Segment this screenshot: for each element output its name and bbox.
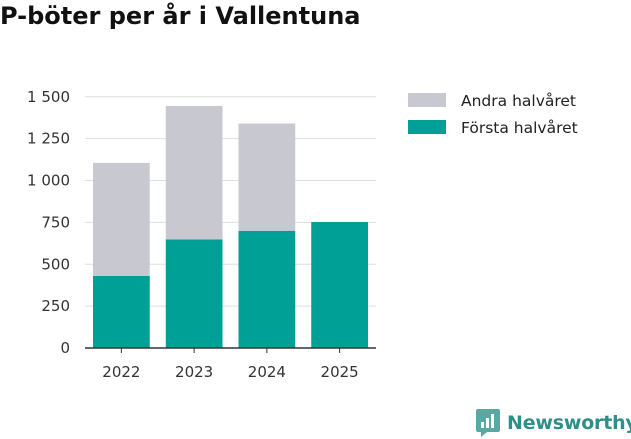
y-tick-label: 750	[41, 213, 70, 231]
x-tick-label: 2023	[175, 363, 213, 381]
bar-2023-series-0	[165, 239, 223, 348]
y-tick-label: 0	[60, 339, 70, 357]
bar-2025-series-0	[311, 222, 368, 348]
brand-name: Newsworthy	[507, 412, 631, 434]
y-axis-ticks: 0 250 500 750 1 000 1 250 1 500	[27, 88, 70, 357]
legend-swatch-0	[408, 120, 446, 134]
y-tick-label: 500	[41, 255, 70, 273]
newsworthy-logo-icon	[476, 409, 500, 437]
legend-label-1: Andra halvåret	[461, 92, 576, 110]
y-tick-label: 1 000	[27, 172, 70, 190]
x-tick-label: 2022	[102, 363, 140, 381]
legend-label-0: Första halvåret	[461, 119, 578, 137]
y-tick-label: 1 500	[27, 88, 70, 106]
x-axis-ticks: 2022 2023 2024 2025	[102, 348, 359, 381]
bar-2024-series-0	[238, 230, 296, 348]
brand-logo: Newsworthy	[475, 407, 631, 439]
x-tick-label: 2025	[321, 363, 359, 381]
legend: Andra halvåret Första halvåret	[408, 92, 578, 137]
chart-title: P-böter per år i Vallentuna	[0, 2, 361, 30]
bar-2023-series-1	[165, 105, 223, 240]
bar-2024-series-1	[238, 123, 296, 231]
x-tick-label: 2024	[248, 363, 286, 381]
bar-2022-series-1	[93, 162, 150, 276]
y-tick-label: 250	[41, 297, 70, 315]
legend-swatch-1	[408, 93, 446, 107]
bars	[93, 105, 368, 348]
y-tick-label: 1 250	[27, 130, 70, 148]
bar-2022-series-0	[93, 275, 150, 348]
